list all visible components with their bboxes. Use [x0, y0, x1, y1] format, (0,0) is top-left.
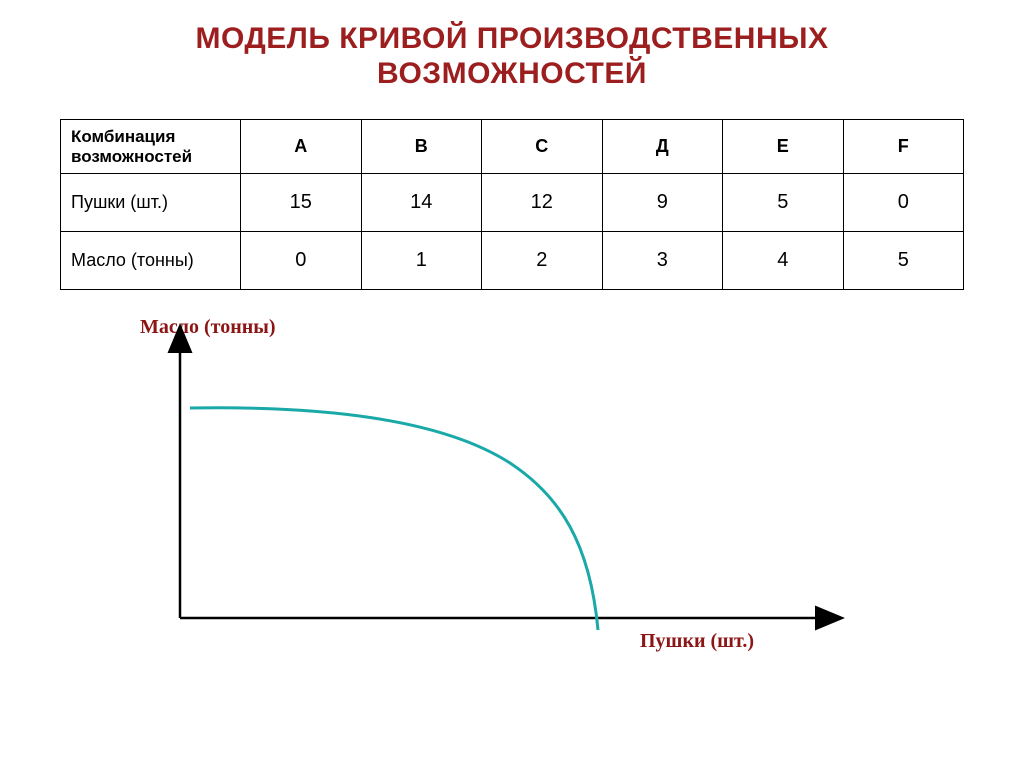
data-table: Комбинация возможностей А В С Д Е F Пушк… — [60, 119, 964, 290]
table-cell: 5 — [723, 174, 844, 232]
table-row: Масло (тонны) 0 1 2 3 4 5 — [61, 232, 964, 290]
table-cell: 9 — [602, 174, 723, 232]
col-header: F — [843, 120, 964, 174]
row-label: Пушки (шт.) — [61, 174, 241, 232]
table-cell: 14 — [361, 174, 482, 232]
table-cell: 0 — [843, 174, 964, 232]
col-header: С — [482, 120, 603, 174]
title-line-2: ВОЗМОЖНОСТЕЙ — [377, 57, 647, 90]
col-header: Д — [602, 120, 723, 174]
table-header-row: Комбинация возможностей А В С Д Е F — [61, 120, 964, 174]
x-axis-label: Пушки (шт.) — [640, 630, 754, 653]
ppf-curve — [190, 408, 598, 630]
table-row: Пушки (шт.) 15 14 12 9 5 0 — [61, 174, 964, 232]
header-label-cell: Комбинация возможностей — [61, 120, 241, 174]
table-cell: 15 — [241, 174, 362, 232]
col-header: Е — [723, 120, 844, 174]
table-cell: 0 — [241, 232, 362, 290]
row-label: Масло (тонны) — [61, 232, 241, 290]
title-line-1: МОДЕЛЬ КРИВОЙ ПРОИЗВОДСТВЕННЫХ — [195, 22, 828, 55]
ppf-chart: Масло (тонны) Пушки (шт.) — [120, 308, 880, 688]
table-cell: 3 — [602, 232, 723, 290]
table-cell: 1 — [361, 232, 482, 290]
table-cell: 4 — [723, 232, 844, 290]
chart-svg — [120, 308, 880, 688]
table-cell: 12 — [482, 174, 603, 232]
col-header: В — [361, 120, 482, 174]
col-header: А — [241, 120, 362, 174]
table-cell: 2 — [482, 232, 603, 290]
table-cell: 5 — [843, 232, 964, 290]
page-title: МОДЕЛЬ КРИВОЙ ПРОИЗВОДСТВЕННЫХ ВОЗМОЖНОС… — [0, 0, 1024, 91]
